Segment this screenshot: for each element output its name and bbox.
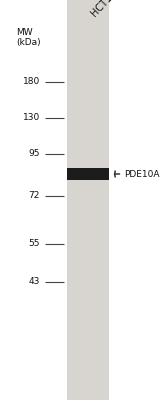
Bar: [67, 168, 109, 180]
Text: 55: 55: [28, 240, 40, 248]
Text: MW
(kDa): MW (kDa): [16, 28, 41, 47]
Bar: [67, 0, 109, 400]
Text: 180: 180: [23, 78, 40, 86]
Text: 95: 95: [28, 150, 40, 158]
Text: PDE10A: PDE10A: [124, 170, 160, 178]
Text: 72: 72: [29, 192, 40, 200]
Text: 130: 130: [23, 114, 40, 122]
Text: HCT116: HCT116: [89, 0, 122, 18]
Text: 43: 43: [29, 278, 40, 286]
